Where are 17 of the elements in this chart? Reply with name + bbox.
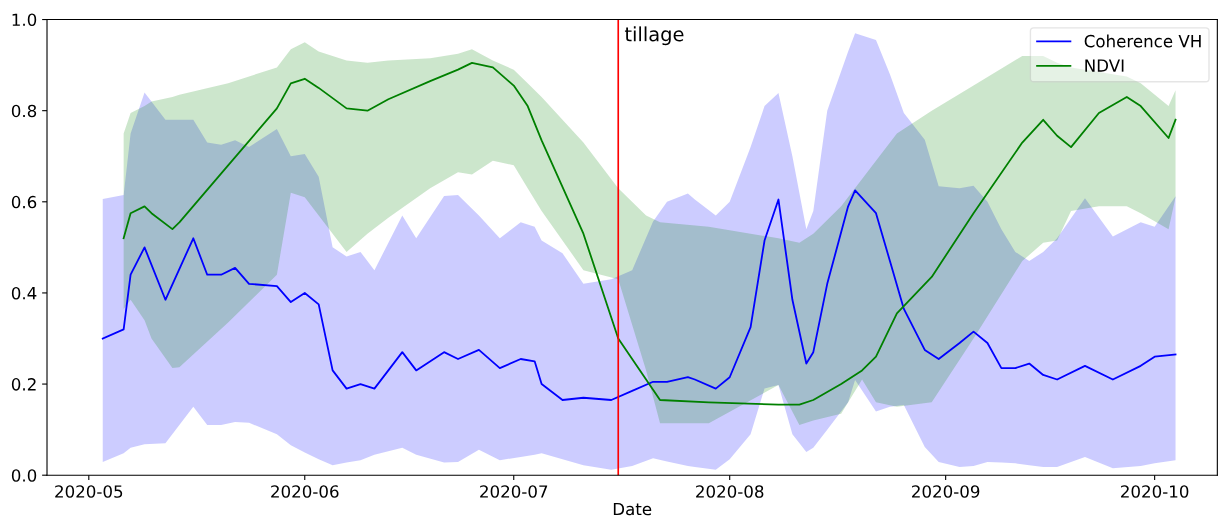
ref-line-label: tillage [624, 26, 684, 46]
y-tick-label: 0.4 [11, 286, 37, 300]
y-tick-label: 1.0 [12, 13, 37, 27]
y-tick-label: 0.0 [11, 469, 37, 482]
legend-label: Coherence VH [1084, 34, 1201, 48]
x-tick-label: 2020-08 [696, 485, 764, 498]
x-tick-label: 2020-10 [1121, 485, 1189, 498]
y-tick-label: 0.8 [11, 104, 37, 118]
y-tick-label: 0.6 [11, 195, 37, 209]
line-series [101, 189, 1177, 401]
x-tick-label: 2020-09 [912, 485, 980, 498]
x-tick-label: 2020-06 [271, 485, 339, 498]
y-tick-label: 0.2 [11, 378, 36, 391]
legend-label: NDVI [1085, 59, 1124, 72]
x-tick-label: 2020-07 [480, 485, 548, 498]
x-axis-title: Date [613, 502, 652, 516]
x-tick-label: 2020-05 [55, 485, 123, 498]
